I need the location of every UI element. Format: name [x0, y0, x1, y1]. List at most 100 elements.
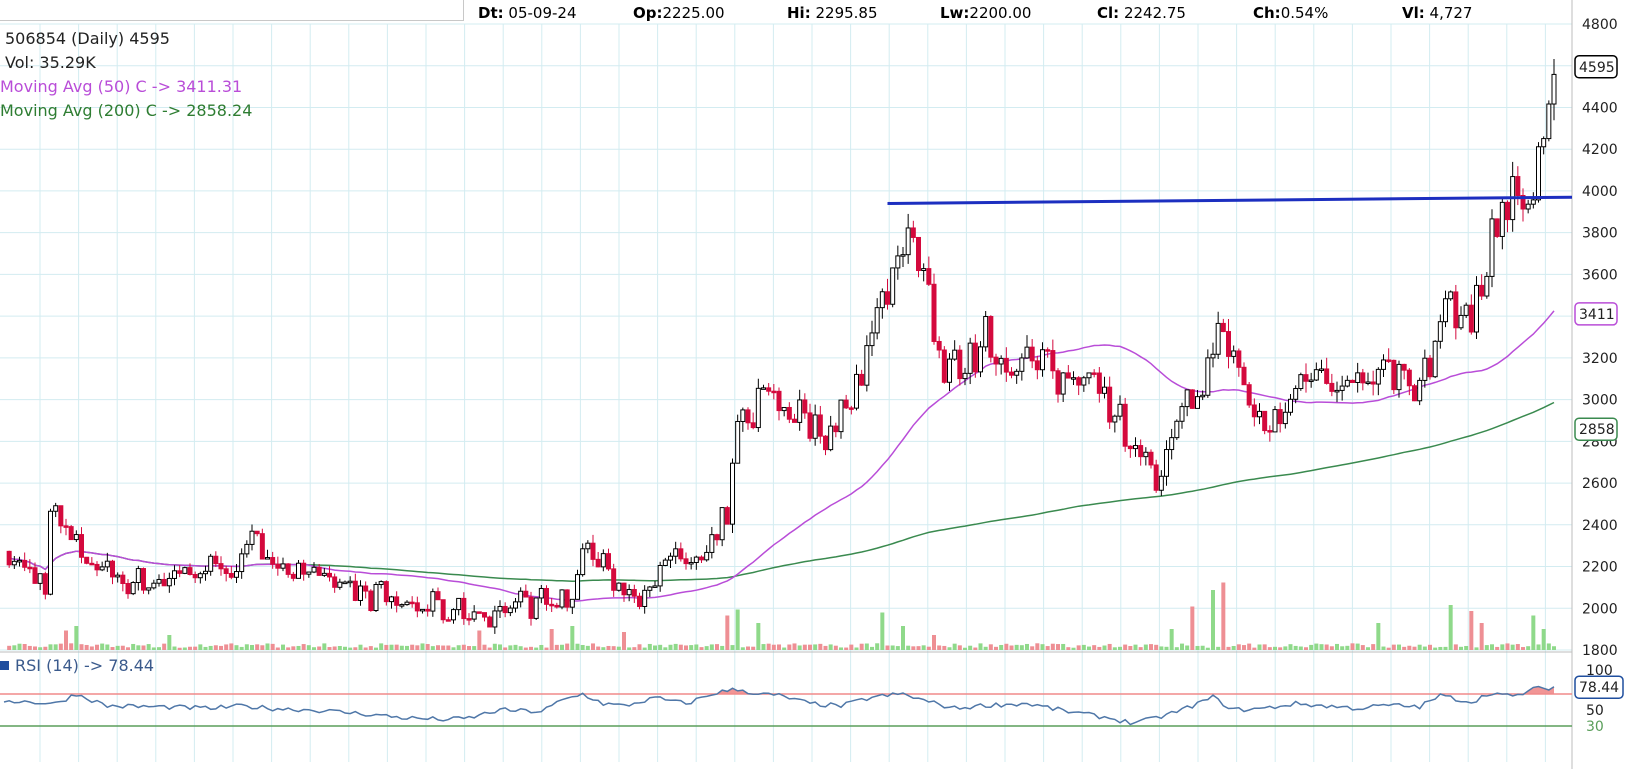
candle-body: [79, 534, 84, 558]
price-tick-label: 2400: [1582, 518, 1618, 534]
rsi-legend[interactable]: RSI (14) -> 78.44: [0, 656, 154, 675]
rsi-oversold-label: 30: [1586, 719, 1604, 735]
candle-body: [1148, 451, 1154, 466]
candle-body: [730, 462, 735, 525]
volume-bar: [182, 647, 187, 650]
candle-body: [905, 227, 911, 256]
candle-body: [1024, 346, 1030, 359]
volume-bar: [1195, 645, 1200, 650]
volume-bar: [534, 647, 539, 650]
candle-body: [1293, 388, 1299, 400]
volume-bar: [1293, 645, 1298, 650]
volume-bar: [756, 623, 761, 650]
volume-bar: [539, 644, 544, 650]
volume-bar: [1226, 646, 1231, 650]
symbol-search-input[interactable]: [0, 0, 464, 21]
volume-bar: [203, 646, 208, 650]
volume-bar: [1495, 646, 1500, 650]
rsi-square-icon: [0, 661, 9, 670]
legend-title: 506854 (Daily) 4595: [5, 29, 170, 48]
candle-body: [1096, 372, 1102, 394]
candle-body: [1065, 372, 1071, 379]
legend-ma50[interactable]: Moving Avg (50) C -> 3411.31: [0, 77, 243, 96]
candle-body: [1184, 389, 1190, 408]
candle-body: [900, 254, 906, 257]
volume-bar: [560, 644, 564, 650]
volume-bar: [797, 645, 802, 650]
volume-bar: [1231, 645, 1236, 650]
chart-legend: 506854 (Daily) 4595 Vol: 35.29K Moving A…: [0, 27, 252, 123]
candle-body: [6, 550, 12, 566]
volume-bar: [1288, 644, 1293, 650]
candle-body: [1432, 340, 1438, 378]
candle-body: [931, 283, 937, 342]
candle-body: [1313, 369, 1319, 381]
volume-bar: [999, 644, 1004, 650]
candle-body: [1551, 73, 1557, 105]
candle-body: [817, 414, 823, 437]
candle-body: [125, 582, 131, 595]
volume-bar: [668, 644, 673, 650]
candle-body: [647, 586, 653, 591]
candle-body: [58, 505, 64, 527]
candle-body: [1164, 449, 1169, 477]
candle-body: [1071, 377, 1076, 380]
candle-body: [254, 530, 260, 535]
candle-body: [513, 601, 518, 609]
candle-body: [1489, 218, 1495, 277]
volume-bar: [291, 646, 296, 650]
volume-bar: [751, 646, 756, 650]
candle-body: [1143, 451, 1149, 458]
volume-bar: [157, 647, 161, 650]
candle-body: [637, 595, 642, 607]
trendline-path: [887, 195, 1573, 205]
volume-bar: [219, 645, 223, 650]
candle-body: [559, 589, 565, 608]
volume-bar: [947, 647, 952, 650]
volume-bar: [1335, 643, 1339, 650]
volume-bar: [611, 646, 616, 650]
candle-body: [146, 587, 152, 591]
volume-bar: [374, 647, 378, 650]
candle-body: [1267, 430, 1273, 433]
volume-bar: [120, 645, 125, 650]
candle-body: [1386, 359, 1392, 362]
price-tick-label: 2000: [1582, 601, 1618, 617]
volume-bar: [565, 643, 570, 650]
candle-body: [1019, 357, 1025, 372]
candle-body: [978, 346, 983, 373]
volume-bar: [162, 643, 167, 650]
volume-bar: [472, 646, 477, 650]
volume-bar: [1428, 644, 1432, 650]
candle-body: [890, 267, 896, 305]
volume-bar: [994, 646, 998, 650]
chart-grid: [0, 0, 1573, 769]
volume-bar: [839, 647, 843, 650]
volume-bar: [1035, 643, 1040, 650]
candle-body: [1530, 199, 1536, 205]
candle-body: [528, 596, 534, 619]
volume-bar: [1407, 645, 1412, 650]
volume-bar: [244, 644, 249, 650]
candle-body: [776, 390, 782, 412]
volume-bar: [963, 647, 967, 650]
volume-bar: [1190, 606, 1195, 650]
candle-body: [921, 268, 927, 272]
price-axis: 1800200022002400260030003200340036003800…: [1574, 17, 1624, 735]
candle-body: [585, 542, 591, 550]
volume-bar: [213, 645, 218, 650]
volume-bar: [580, 644, 585, 650]
volume-bar: [1257, 644, 1262, 650]
candle-body: [404, 601, 410, 606]
volume-bar: [420, 643, 425, 650]
volume-bar: [151, 647, 156, 650]
candle-body: [172, 570, 177, 579]
candle-body: [1453, 291, 1459, 329]
legend-ma200[interactable]: Moving Avg (200) C -> 2858.24: [0, 101, 253, 120]
candle-body: [1448, 291, 1454, 300]
volume-bar: [425, 644, 430, 650]
candle-body: [182, 567, 188, 574]
candle-body: [848, 407, 854, 410]
volume-bar: [306, 645, 311, 650]
